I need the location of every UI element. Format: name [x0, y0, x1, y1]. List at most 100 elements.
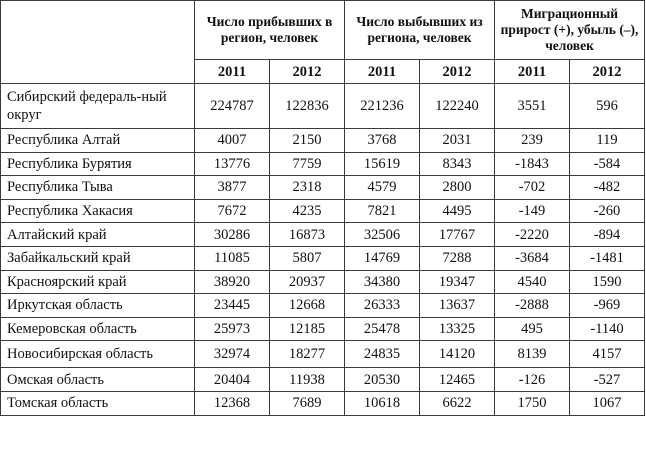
value-cell: 8139 — [494, 340, 571, 369]
value-cell: -584 — [569, 151, 646, 177]
value-cell: -260 — [569, 198, 646, 224]
region-name-cell: Республика Тыва — [0, 175, 195, 200]
region-name-cell: Кемеровская область — [0, 316, 195, 342]
value-cell: 224787 — [194, 83, 270, 129]
value-cell: 7288 — [418, 245, 496, 271]
value-cell: 20404 — [194, 367, 270, 392]
value-cell: 1750 — [494, 390, 571, 416]
value-cell: 20530 — [344, 367, 420, 392]
value-cell: 122836 — [269, 83, 345, 129]
region-name-cell: Республика Алтай — [0, 128, 195, 153]
year-header: 2012 — [418, 59, 496, 84]
region-name-cell: Забайкальский край — [0, 245, 195, 271]
value-cell: 2800 — [418, 175, 496, 200]
value-cell: 13637 — [418, 293, 496, 318]
value-cell: -702 — [494, 175, 571, 200]
value-cell: 25973 — [194, 316, 270, 342]
value-cell: -969 — [569, 293, 646, 318]
year-header: 2012 — [269, 59, 345, 84]
value-cell: -527 — [569, 367, 646, 392]
table-row: Республика Алтай 4007 2150 3768 2031 239 119 — [0, 128, 646, 153]
value-cell: 2031 — [418, 128, 496, 153]
table-row: Сибирский федераль-ный округ 224787 122836… — [0, 83, 646, 129]
value-cell: 4157 — [569, 340, 646, 369]
year-header: 2012 — [569, 59, 646, 84]
value-cell: 3551 — [494, 83, 571, 129]
value-cell: 7759 — [269, 151, 345, 177]
value-cell: 14120 — [418, 340, 496, 369]
table-row: Забайкальский край 11085 5807 14769 7288 -368… — [0, 245, 646, 271]
region-name-cell: Сибирский федераль-ный округ — [0, 83, 195, 129]
value-cell: 4235 — [269, 198, 345, 224]
value-cell: 2318 — [269, 175, 345, 200]
year-header: 2011 — [494, 59, 571, 84]
value-cell: 7689 — [269, 390, 345, 416]
header-departed: Число выбывших из региона, человек — [343, 0, 496, 60]
value-cell: 30286 — [194, 222, 270, 247]
migration-table: Число прибывших в регион, человек Число … — [0, 0, 646, 416]
region-name-cell: Республика Хакасия — [0, 198, 195, 224]
table-row: Республика Тыва 3877 2318 4579 2800 -702 -482 — [0, 175, 646, 200]
value-cell: 18277 — [269, 340, 345, 369]
value-cell: -482 — [569, 175, 646, 200]
value-cell: 20937 — [269, 269, 345, 295]
value-cell: 596 — [569, 83, 646, 129]
header-arrived: Число прибывших в регион, человек — [194, 0, 345, 60]
value-cell: 13325 — [418, 316, 496, 342]
value-cell: 12668 — [269, 293, 345, 318]
region-name-cell: Омская область — [0, 367, 195, 392]
table-row: Новосибирская область 32974 18277 24835 1412… — [0, 340, 646, 369]
header-corner — [0, 0, 195, 84]
value-cell: 6622 — [418, 390, 496, 416]
value-cell: 32506 — [344, 222, 420, 247]
value-cell: -149 — [494, 198, 571, 224]
value-cell: 16873 — [269, 222, 345, 247]
value-cell: 221236 — [344, 83, 420, 129]
value-cell: 32974 — [194, 340, 270, 369]
table-row: Кемеровская область 25973 12185 25478 13325 4… — [0, 316, 646, 342]
value-cell: -2220 — [494, 222, 571, 247]
header-migration: Миграционный прирост (+), убыль (–), чел… — [494, 0, 646, 60]
region-name-cell: Алтайский край — [0, 222, 195, 247]
year-header: 2011 — [194, 59, 270, 84]
table-body: Сибирский федераль-ный округ 224787 122836… — [0, 83, 646, 416]
header-row: Число прибывших в регион, человек Число … — [0, 0, 646, 84]
value-cell: 12465 — [418, 367, 496, 392]
value-cell: 19347 — [418, 269, 496, 295]
value-cell: -2888 — [494, 293, 571, 318]
value-cell: 4007 — [194, 128, 270, 153]
year-header-row: 2011 2012 2011 2012 2011 2012 — [1, 59, 646, 84]
value-cell: 25478 — [344, 316, 420, 342]
table-row: Республика Бурятия 13776 7759 15619 8343 -184… — [0, 151, 646, 177]
table-row: Иркутская область 23445 12668 26333 13637 -28… — [0, 293, 646, 318]
value-cell: 11085 — [194, 245, 270, 271]
value-cell: -1843 — [494, 151, 571, 177]
value-cell: 8343 — [418, 151, 496, 177]
value-cell: 1590 — [569, 269, 646, 295]
table-row: Омская область 20404 11938 20530 12465 -126 -5… — [0, 367, 646, 392]
value-cell: 24835 — [344, 340, 420, 369]
value-cell: 12185 — [269, 316, 345, 342]
region-name-cell: Новосибирская область — [0, 340, 195, 369]
value-cell: 1067 — [569, 390, 646, 416]
value-cell: 11938 — [269, 367, 345, 392]
value-cell: 13776 — [194, 151, 270, 177]
table-row: Красноярский край 38920 20937 34380 19347 454… — [0, 269, 646, 295]
value-cell: 12368 — [194, 390, 270, 416]
value-cell: 23445 — [194, 293, 270, 318]
value-cell: 14769 — [344, 245, 420, 271]
value-cell: 34380 — [344, 269, 420, 295]
region-name-cell: Иркутская область — [0, 293, 195, 318]
value-cell: 17767 — [418, 222, 496, 247]
value-cell: 239 — [494, 128, 571, 153]
value-cell: 122240 — [418, 83, 496, 129]
table-row: Томская область 12368 7689 10618 6622 1750 106… — [0, 390, 646, 416]
value-cell: 10618 — [344, 390, 420, 416]
value-cell: 7672 — [194, 198, 270, 224]
table-row: Алтайский край 30286 16873 32506 17767 -2220-… — [0, 222, 646, 247]
value-cell: 4579 — [344, 175, 420, 200]
value-cell: 2150 — [269, 128, 345, 153]
value-cell: 38920 — [194, 269, 270, 295]
value-cell: 5807 — [269, 245, 345, 271]
value-cell: 4540 — [494, 269, 571, 295]
